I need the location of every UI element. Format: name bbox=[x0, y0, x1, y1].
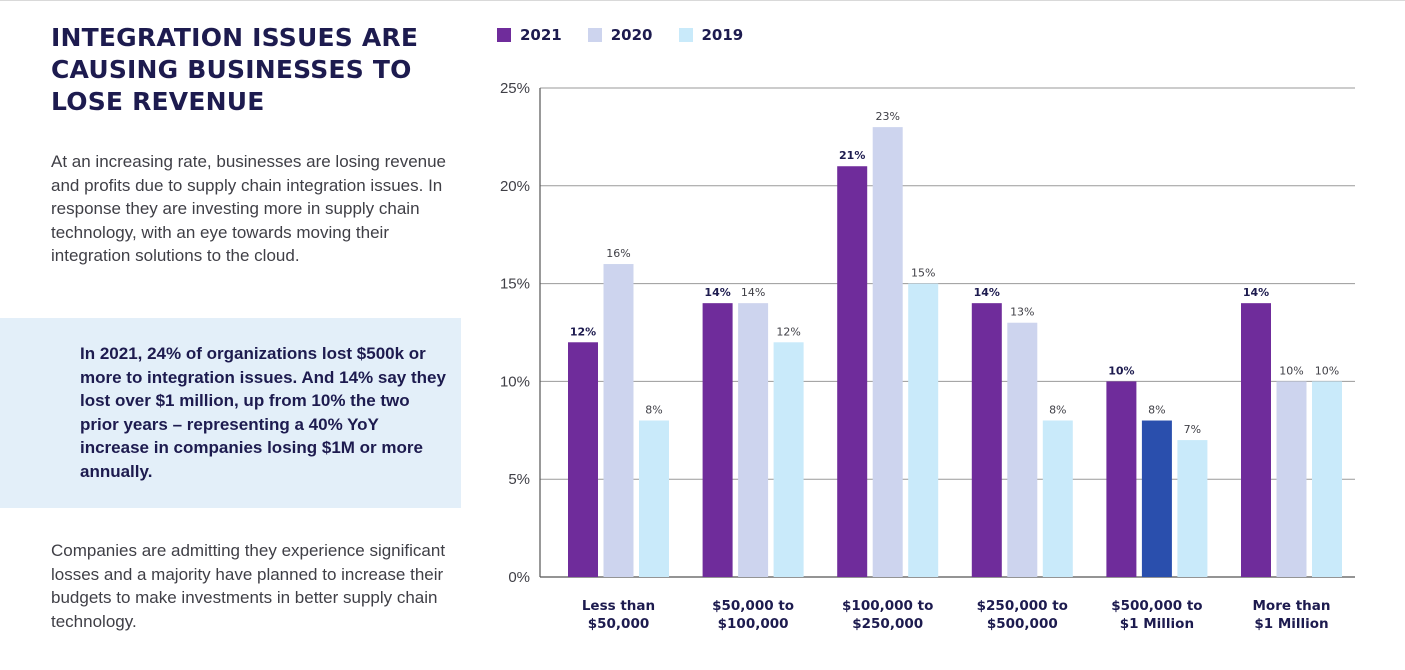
bar bbox=[1106, 381, 1137, 577]
legend-label: 2021 bbox=[520, 26, 562, 44]
x-tick-label: $100,000 to bbox=[842, 598, 933, 614]
legend-item: 2019 bbox=[678, 26, 744, 44]
bar bbox=[837, 166, 868, 577]
y-tick-label: 25% bbox=[500, 80, 530, 97]
y-tick-label: 10% bbox=[500, 373, 530, 390]
intro-paragraph: At an increasing rate, businesses are lo… bbox=[51, 152, 447, 266]
legend-item: 2020 bbox=[587, 26, 653, 44]
bar bbox=[1241, 303, 1271, 577]
bar bbox=[1177, 440, 1208, 577]
closing-paragraph: Companies are admitting they experience … bbox=[51, 541, 446, 631]
y-tick-label: 5% bbox=[508, 471, 530, 488]
x-tick-label: More than bbox=[1252, 598, 1330, 614]
legend-swatch bbox=[678, 28, 693, 42]
chart-legend: 2021 2020 2019 bbox=[497, 25, 769, 45]
data-label: 21% bbox=[839, 149, 865, 162]
data-label: 10% bbox=[1315, 364, 1339, 377]
data-label: 23% bbox=[875, 110, 899, 123]
callout-box: In 2021, 24% of organizations lost $500k… bbox=[0, 318, 461, 508]
data-label: 8% bbox=[1049, 404, 1066, 417]
x-tick-label: $1 Million bbox=[1254, 616, 1328, 632]
x-tick-label: $50,000 bbox=[588, 616, 650, 632]
x-tick-label: $50,000 to bbox=[712, 598, 794, 614]
bar bbox=[1141, 420, 1172, 577]
title-line: CAUSING BUSINESSES TO bbox=[51, 55, 412, 84]
legend-label: 2019 bbox=[701, 26, 744, 44]
x-tick-label: $100,000 bbox=[718, 616, 789, 632]
data-label: 8% bbox=[645, 404, 662, 417]
data-label: 8% bbox=[1148, 404, 1165, 417]
legend-label: 2020 bbox=[610, 26, 653, 44]
data-label: 15% bbox=[911, 267, 935, 280]
x-tick-label: $250,000 bbox=[852, 616, 923, 632]
x-tick-label: $250,000 to bbox=[977, 598, 1068, 614]
title-line: LOSE REVENUE bbox=[51, 87, 265, 116]
legend-swatch bbox=[497, 28, 511, 42]
x-tick-label: Less than bbox=[582, 598, 655, 614]
top-divider bbox=[0, 0, 1405, 1]
y-tick-label: 15% bbox=[500, 276, 530, 293]
bar bbox=[568, 342, 598, 577]
data-label: 14% bbox=[741, 286, 765, 299]
bar bbox=[872, 127, 903, 577]
title-line: INTEGRATION ISSUES ARE bbox=[51, 23, 419, 52]
callout-text: In 2021, 24% of organizations lost $500k… bbox=[80, 344, 446, 481]
data-label: 12% bbox=[776, 325, 800, 338]
bar bbox=[603, 264, 634, 577]
bar bbox=[971, 303, 1002, 577]
data-label: 14% bbox=[974, 286, 1000, 299]
legend-item: 2021 bbox=[497, 26, 562, 44]
bar-chart: 0% 5% 10% 15% 20% 25% 12% 16% 8% Less than $50,000… bbox=[500, 80, 1355, 632]
data-label: 14% bbox=[704, 286, 730, 299]
x-tick-label: $500,000 bbox=[987, 616, 1058, 632]
data-label: 10% bbox=[1279, 364, 1303, 377]
legend-swatch bbox=[587, 28, 602, 42]
bar bbox=[1312, 381, 1342, 577]
bar bbox=[639, 420, 669, 577]
y-tick-label: 20% bbox=[500, 178, 530, 195]
data-label: 12% bbox=[570, 325, 596, 338]
data-label: 7% bbox=[1184, 423, 1201, 436]
bar bbox=[702, 303, 733, 577]
data-label: 14% bbox=[1243, 286, 1269, 299]
bar bbox=[773, 342, 804, 577]
bar bbox=[1276, 381, 1307, 577]
bar bbox=[908, 283, 939, 577]
x-tick-label: $500,000 to bbox=[1111, 598, 1202, 614]
data-label: 13% bbox=[1010, 306, 1034, 319]
bar bbox=[1007, 322, 1038, 577]
bar bbox=[738, 303, 769, 577]
data-label: 10% bbox=[1108, 364, 1134, 377]
bar bbox=[1042, 420, 1073, 577]
page-title: INTEGRATION ISSUES ARE CAUSING BUSINESSE… bbox=[51, 22, 471, 118]
x-tick-label: $1 Million bbox=[1120, 616, 1194, 632]
y-tick-label: 0% bbox=[508, 569, 530, 586]
data-label: 16% bbox=[606, 247, 630, 260]
